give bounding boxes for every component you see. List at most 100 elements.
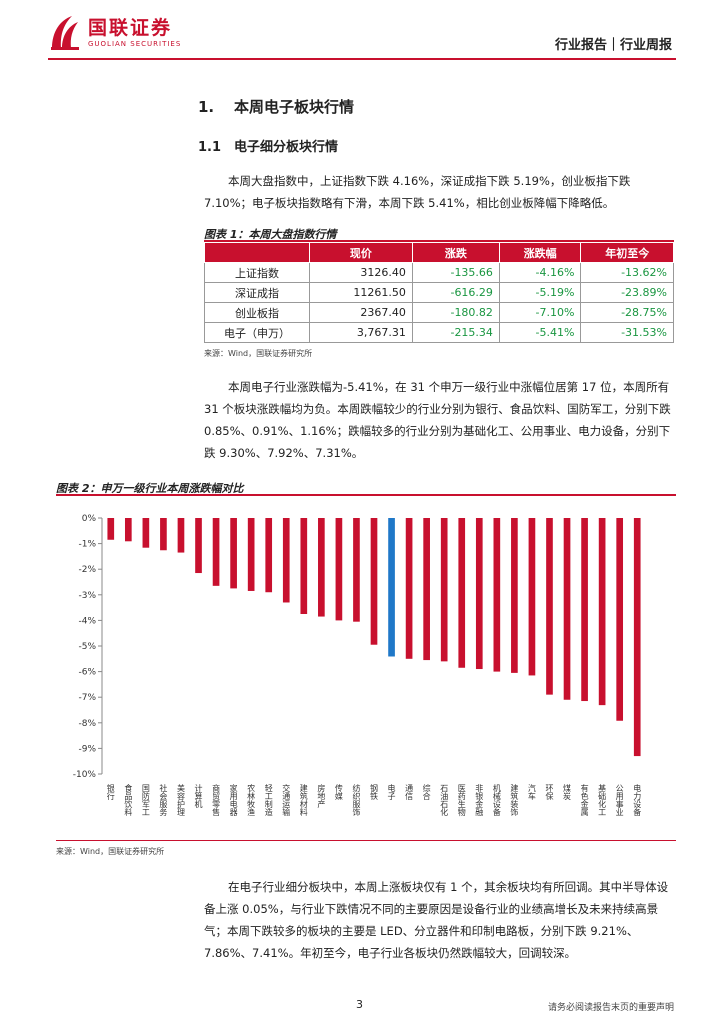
x-tick-label: 传媒	[334, 783, 343, 801]
section-heading-1-1: 1.1 电子细分板块行情	[198, 136, 338, 155]
x-tick-label: 农林牧渔	[247, 783, 256, 816]
figure2-bottom-rule	[56, 840, 676, 841]
section-heading-1: 1. 本周电子板块行情	[198, 96, 354, 117]
x-tick-label: 钢铁	[370, 783, 379, 801]
table-cell: -31.53%	[580, 322, 674, 343]
table-cell: 深证成指	[204, 282, 310, 303]
x-tick-label: 家用电器	[229, 783, 238, 817]
x-tick-label: 综合	[422, 783, 431, 801]
y-tick-label: 0%	[82, 514, 97, 524]
bar	[388, 518, 395, 657]
table-cell: -5.19%	[498, 282, 582, 303]
table-header-row: 现价 涨跌 涨跌幅 年初至今	[204, 242, 674, 263]
table-cell: -7.10%	[498, 302, 582, 323]
x-tick-label: 建筑材料	[299, 783, 308, 817]
chart-axes: 0% -1% -2% -3% -4% -5% -6% -7% -8% -9% -10%	[73, 514, 103, 780]
table-cell: -23.89%	[580, 282, 674, 303]
x-tick-label: 纺织服饰	[352, 783, 361, 817]
bar	[633, 518, 641, 757]
logo-cn-text: 国联证券	[88, 17, 173, 39]
header-rule	[48, 58, 676, 60]
figure2-title: 图表 2：申万一级行业本周涨跌幅对比	[56, 482, 244, 495]
paragraph-industry-summary: 本周电子行业涨跌幅为-5.41%，在 31 个申万一级行业中涨幅位居第 17 位…	[204, 380, 671, 460]
bar	[230, 518, 237, 589]
bar	[370, 518, 378, 645]
x-tick-label: 美容护理	[176, 783, 185, 816]
x-tick-label: 计算机	[194, 783, 203, 809]
bar	[177, 518, 185, 553]
chart-x-labels: 银行 食品饮料 国防军工 社会服务 美容护理 计算机 商贸零售 家用电器 农林牧渔 轻工制造 交通运…	[106, 783, 641, 817]
x-tick-label: 商贸零售	[212, 783, 221, 817]
y-tick-label: -4%	[78, 616, 96, 626]
bar	[300, 518, 308, 614]
table-cell: 创业板指	[204, 302, 310, 323]
bar	[511, 518, 518, 673]
bar	[265, 518, 273, 593]
x-tick-label: 电力设备	[633, 783, 642, 817]
section-title: 本周电子板块行情	[234, 98, 355, 116]
table-header-cell: 年初至今	[580, 242, 674, 263]
table-cell: 3126.40	[309, 262, 413, 283]
x-tick-label: 有色金属	[580, 783, 589, 817]
table-row: 电子（申万） 3,767.31 -215.34 -5.41% -31.53%	[204, 322, 674, 343]
table-cell: -616.29	[411, 282, 500, 303]
table-cell: -135.66	[411, 262, 500, 283]
company-logo: 国联证券 GUOLIAN SECURITIES	[48, 14, 181, 52]
logo-en-text: GUOLIAN SECURITIES	[88, 40, 182, 48]
x-tick-label: 环保	[545, 784, 554, 801]
x-tick-label: 公用事业	[615, 784, 624, 816]
bar	[282, 518, 290, 603]
bar	[318, 518, 325, 617]
table-header-cell	[204, 242, 310, 263]
y-tick-label: -1%	[78, 540, 96, 550]
y-tick-label: -2%	[78, 565, 96, 575]
table-cell: -180.82	[411, 302, 500, 323]
table-cell: 3,767.31	[309, 322, 413, 343]
bar	[493, 518, 501, 672]
page-number: 3	[356, 998, 363, 1011]
bar	[616, 518, 624, 721]
table-row: 上证指数 3126.40 -135.66 -4.16% -13.62%	[204, 262, 674, 283]
table-row: 创业板指 2367.40 -180.82 -7.10% -28.75%	[204, 302, 674, 323]
x-tick-label: 汽车	[527, 783, 536, 801]
bar	[212, 518, 220, 586]
logo-mark-icon	[51, 16, 79, 50]
x-tick-label: 食品饮料	[124, 783, 133, 817]
table-header-cell: 涨跌	[411, 242, 500, 263]
x-tick-label: 国防军工	[141, 784, 150, 816]
x-tick-label: 社会服务	[159, 783, 168, 817]
figure1-rule	[204, 240, 674, 242]
table-cell: 电子（申万）	[204, 322, 310, 343]
figure1-title: 图表 1：本周大盘指数行情	[204, 228, 337, 241]
x-tick-label: 建筑装饰	[510, 783, 519, 817]
x-tick-label: 通信	[405, 783, 414, 801]
y-tick-label: -6%	[78, 668, 96, 678]
figure2-rule	[56, 494, 676, 496]
page-header: 国联证券 GUOLIAN SECURITIES 行业报告｜行业周报	[0, 0, 724, 66]
paragraph-subsector-summary: 在电子行业细分板块中，本周上涨板块仅有 1 个，其余板块均有所回调。其中半导体设…	[204, 880, 669, 960]
table-cell: -13.62%	[580, 262, 674, 283]
figure1-source: 来源：Wind，国联证券研究所	[204, 349, 313, 358]
bar	[405, 518, 413, 659]
x-tick-label: 煤炭	[563, 783, 572, 801]
y-tick-label: -7%	[78, 693, 96, 703]
x-tick-label: 机械设备	[492, 783, 501, 817]
report-type: 行业报告｜行业周报	[554, 38, 672, 53]
bar	[160, 518, 167, 551]
bar	[195, 518, 202, 574]
bar	[107, 518, 115, 540]
bar	[475, 518, 483, 670]
y-tick-label: -5%	[78, 642, 96, 652]
bar	[581, 518, 588, 702]
x-tick-label: 医药生物	[457, 784, 466, 817]
table-cell: -4.16%	[498, 262, 582, 283]
section-title: 电子细分板块行情	[234, 140, 339, 155]
section-number: 1.1	[198, 140, 222, 155]
y-tick-label: -9%	[78, 744, 96, 754]
x-tick-label: 石油石化	[440, 784, 449, 817]
bar	[528, 518, 536, 676]
x-tick-label: 轻工制造	[264, 783, 273, 817]
table-cell: 2367.40	[309, 302, 413, 323]
bar	[142, 518, 150, 548]
bar	[598, 518, 606, 706]
